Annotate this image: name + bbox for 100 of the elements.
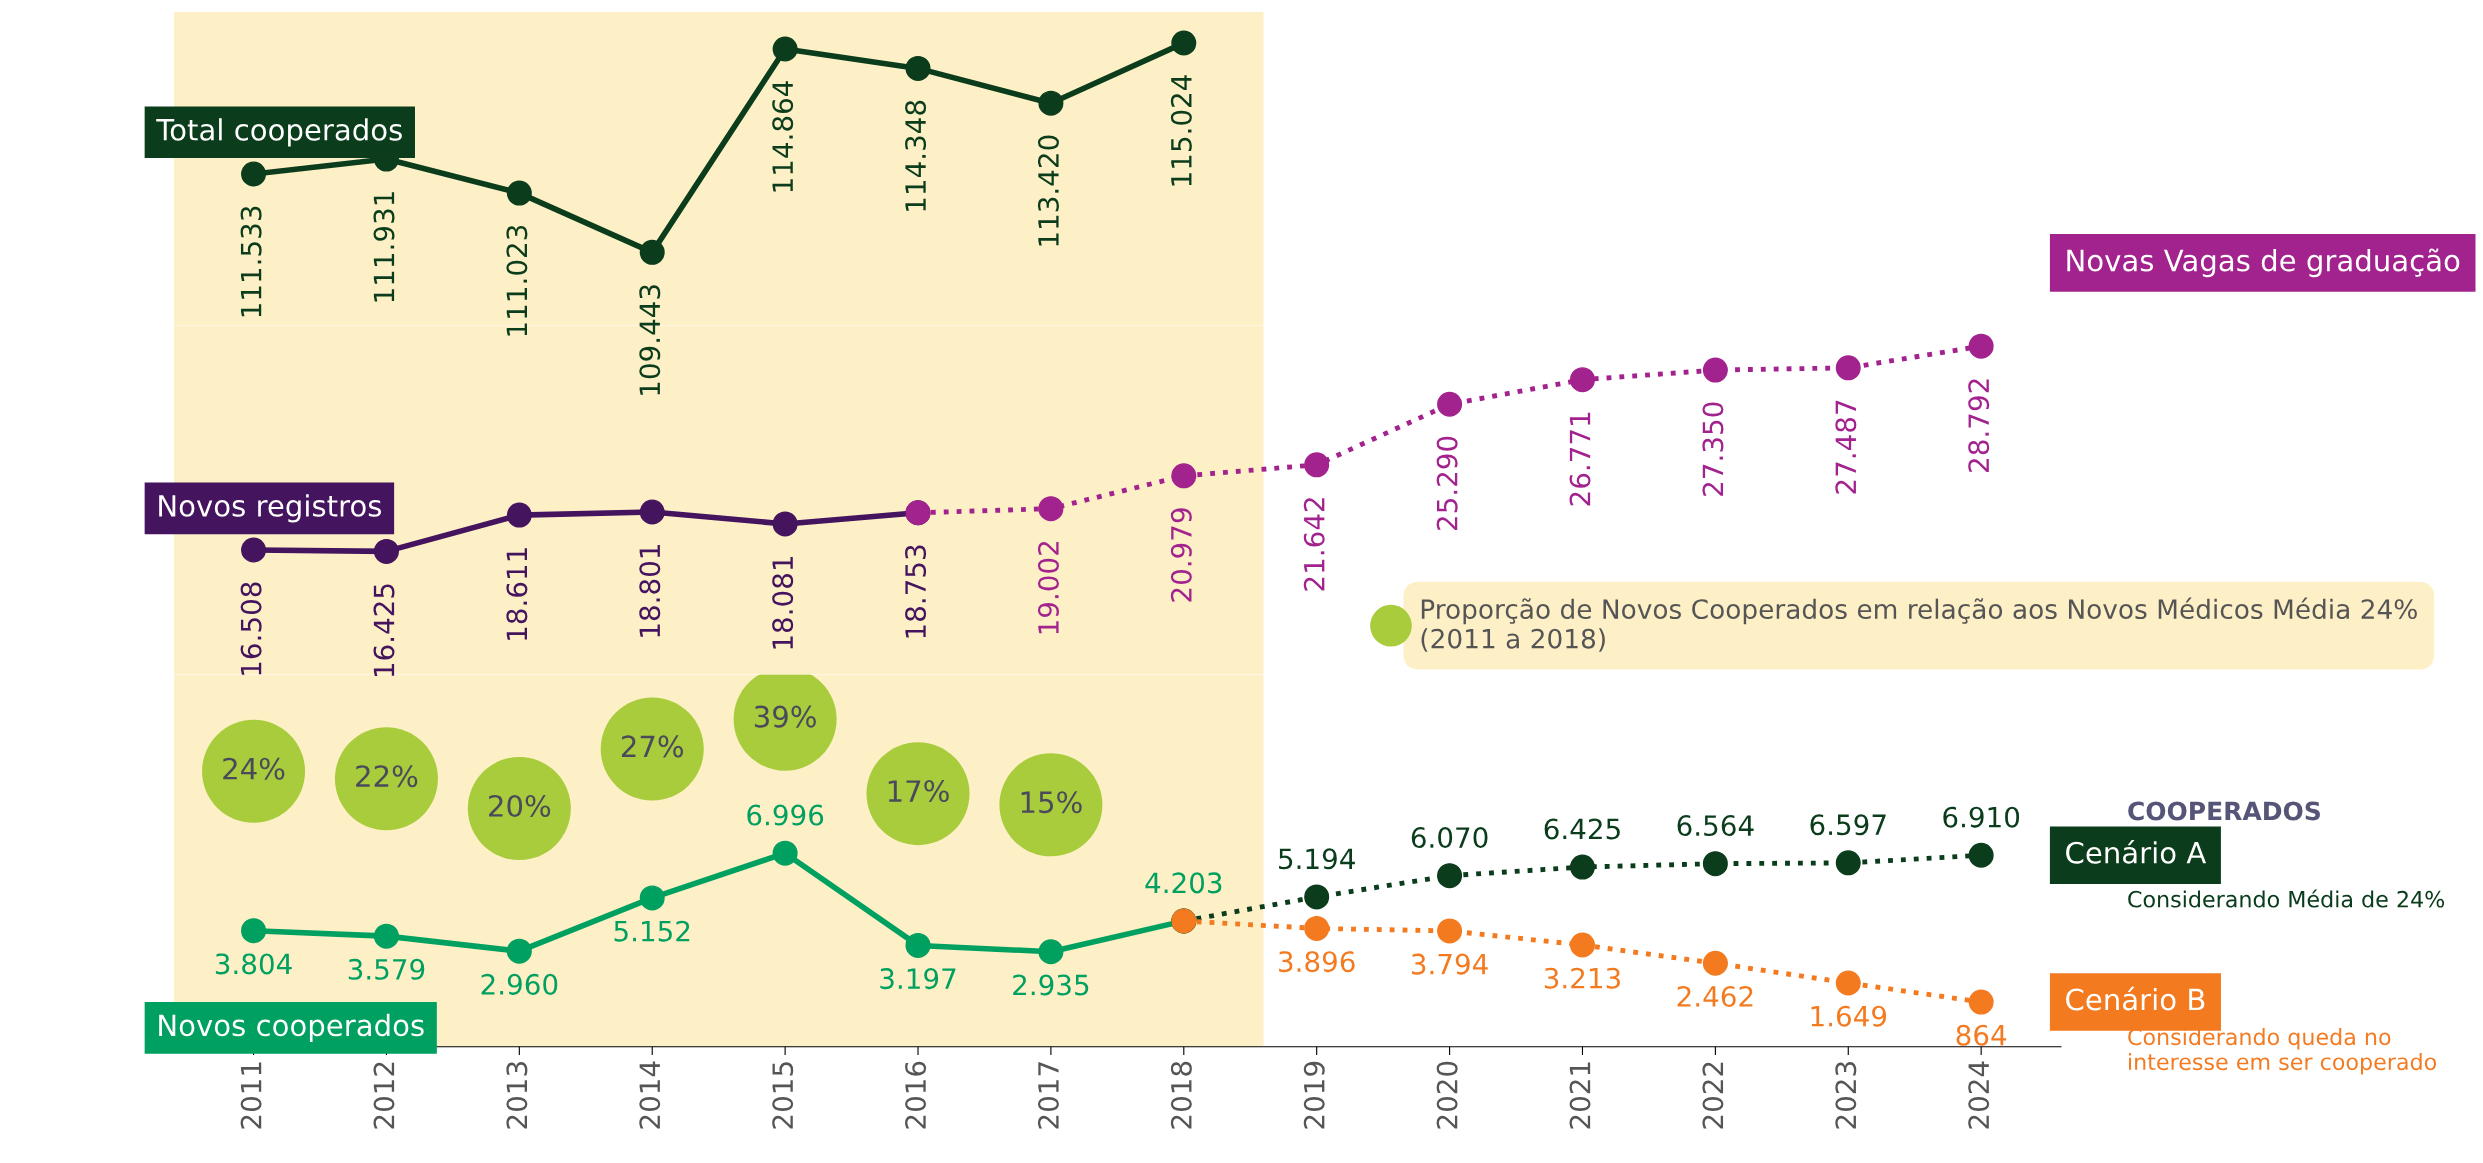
- data-label: 6.425: [1544, 818, 1620, 840]
- data-label: 3.804: [215, 953, 292, 975]
- point: [1968, 842, 1994, 868]
- data-label: 864: [1956, 1024, 2007, 1046]
- data-label: 3.213: [1544, 967, 1621, 989]
- x-tick-label: 2017: [1037, 1062, 1059, 1129]
- text: Considerando queda no interesse em ser cooperado: [2128, 1028, 2437, 1075]
- text: 20%: [489, 794, 551, 817]
- point: [1835, 850, 1861, 876]
- data-label: 19.002: [1037, 541, 1059, 634]
- series-label: Total cooperados: [156, 118, 402, 147]
- data-label: 3.579: [348, 958, 425, 980]
- data-label: 5.152: [614, 920, 690, 942]
- data-label: 109.443: [639, 285, 661, 395]
- data-label: 3.896: [1279, 951, 1355, 973]
- x-tick-label: 2020: [1436, 1061, 1458, 1129]
- point: [1702, 357, 1728, 383]
- point: [905, 932, 931, 958]
- data-label: 5.194: [1279, 848, 1355, 870]
- data-label: 6.564: [1677, 815, 1754, 837]
- series-label: Novos registros: [159, 494, 382, 523]
- data-label: 2.960: [481, 973, 558, 995]
- data-label: 111.533: [240, 206, 262, 317]
- point: [1437, 391, 1463, 417]
- data-label: 21.642: [1303, 498, 1325, 591]
- point: [241, 918, 267, 944]
- point: [1437, 863, 1463, 889]
- point: [1038, 90, 1064, 116]
- data-label: 6.996: [747, 804, 824, 826]
- point: [1569, 854, 1595, 880]
- point: [772, 511, 798, 537]
- point: [772, 840, 798, 866]
- data-label: 4.203: [1145, 872, 1222, 894]
- point: [639, 239, 665, 265]
- text: 24%: [223, 757, 285, 780]
- x-tick-label: 2019: [1303, 1061, 1325, 1129]
- point: [373, 923, 399, 949]
- x-tick-label: 2016: [905, 1061, 927, 1129]
- point: [373, 538, 399, 564]
- point: [1304, 915, 1330, 941]
- data-label: 111.023: [506, 225, 528, 336]
- point: [1702, 851, 1728, 877]
- text: 27%: [621, 735, 684, 758]
- text: 39%: [754, 705, 816, 728]
- point: [1038, 939, 1064, 965]
- text: 22%: [356, 765, 418, 788]
- data-label: 2.462: [1677, 985, 1753, 1007]
- data-label: 3.794: [1411, 953, 1488, 975]
- x-tick-label: 2014: [639, 1061, 661, 1129]
- data-label: 27.350: [1702, 402, 1724, 496]
- text: Considerando Média de 24%: [2128, 889, 2445, 908]
- text: 17%: [888, 780, 949, 803]
- point: [1835, 355, 1861, 381]
- x-tick-label: 2018: [1170, 1061, 1192, 1129]
- text: Novas Vagas de graduação: [2067, 248, 2460, 278]
- point: [506, 502, 532, 528]
- data-label: 1.649: [1811, 1005, 1887, 1027]
- point: [1835, 970, 1861, 996]
- point: [1702, 950, 1728, 976]
- data-label: 2.935: [1013, 974, 1089, 996]
- data-label: 28.792: [1968, 379, 1990, 472]
- point: [506, 180, 532, 206]
- data-label: 18.611: [506, 548, 528, 640]
- data-label: 113.420: [1037, 135, 1059, 246]
- text: Proporção de Novos Cooperados em relação aos Novos Médicos Média 24% (2011 a 2018): [1421, 597, 2417, 652]
- point: [1038, 496, 1064, 522]
- point: [1171, 30, 1197, 56]
- x-tick-label: 2022: [1702, 1062, 1724, 1129]
- text: Cenário B: [2066, 986, 2205, 1011]
- point: [1304, 884, 1330, 910]
- point: [772, 36, 798, 62]
- data-label: 25.290: [1436, 436, 1458, 530]
- data-label: 18.753: [905, 545, 927, 638]
- x-tick-label: 2015: [772, 1062, 794, 1129]
- point: [1437, 918, 1463, 944]
- data-label: 16.508: [240, 582, 262, 675]
- x-tick-label: 2023: [1835, 1062, 1857, 1129]
- data-label: 6.070: [1411, 827, 1488, 849]
- x-tick-label: 2021: [1569, 1062, 1591, 1129]
- text: COOPERADOS: [2128, 801, 2320, 821]
- data-label: 20.979: [1170, 508, 1192, 602]
- data-label: 18.801: [639, 545, 661, 637]
- data-label: 18.081: [772, 557, 794, 649]
- point: [905, 55, 931, 81]
- data-label: 16.425: [373, 584, 395, 677]
- point: [1171, 463, 1197, 489]
- data-label: 111.931: [373, 192, 395, 302]
- data-label: 27.487: [1835, 400, 1857, 494]
- point: [1968, 333, 1994, 359]
- point: [1569, 367, 1595, 393]
- point: [1304, 452, 1330, 478]
- data-label: 114.348: [905, 100, 927, 211]
- x-tick-label: 2024: [1968, 1061, 1990, 1129]
- x-tick-label: 2011: [240, 1062, 262, 1129]
- data-label: 6.910: [1943, 806, 2020, 828]
- data-label: 26.771: [1569, 412, 1591, 506]
- data-label: 114.864: [772, 81, 794, 192]
- data-label: 115.024: [1170, 75, 1192, 186]
- point: [639, 885, 665, 911]
- text: Novos cooperados: [159, 1013, 424, 1042]
